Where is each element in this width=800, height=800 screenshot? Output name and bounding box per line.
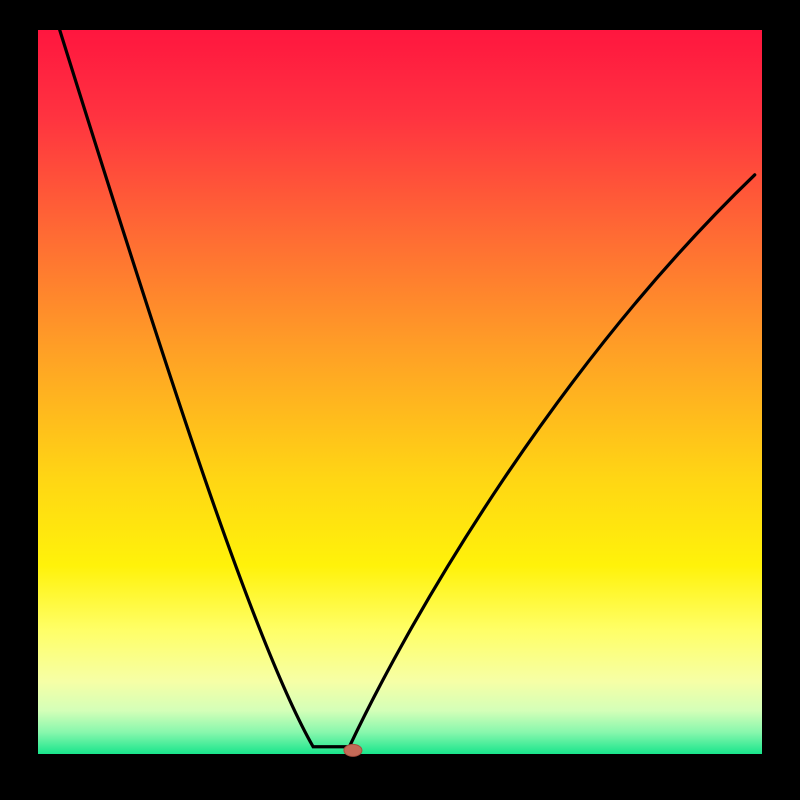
bottleneck-plot	[0, 0, 800, 800]
optimal-point-marker	[344, 744, 362, 756]
chart-container: TheBottleneck.com	[0, 0, 800, 800]
